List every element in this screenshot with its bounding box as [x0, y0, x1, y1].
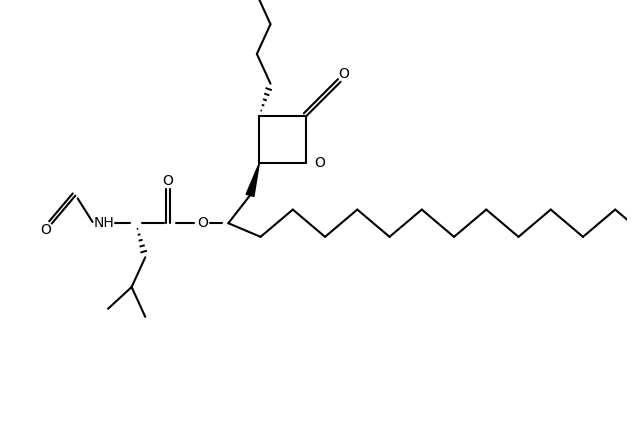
- Text: O: O: [41, 223, 51, 237]
- Polygon shape: [246, 163, 259, 197]
- Text: O: O: [314, 156, 325, 170]
- Text: O: O: [162, 174, 173, 188]
- Text: O: O: [197, 216, 208, 230]
- Text: NH: NH: [93, 216, 114, 230]
- Text: O: O: [338, 67, 349, 82]
